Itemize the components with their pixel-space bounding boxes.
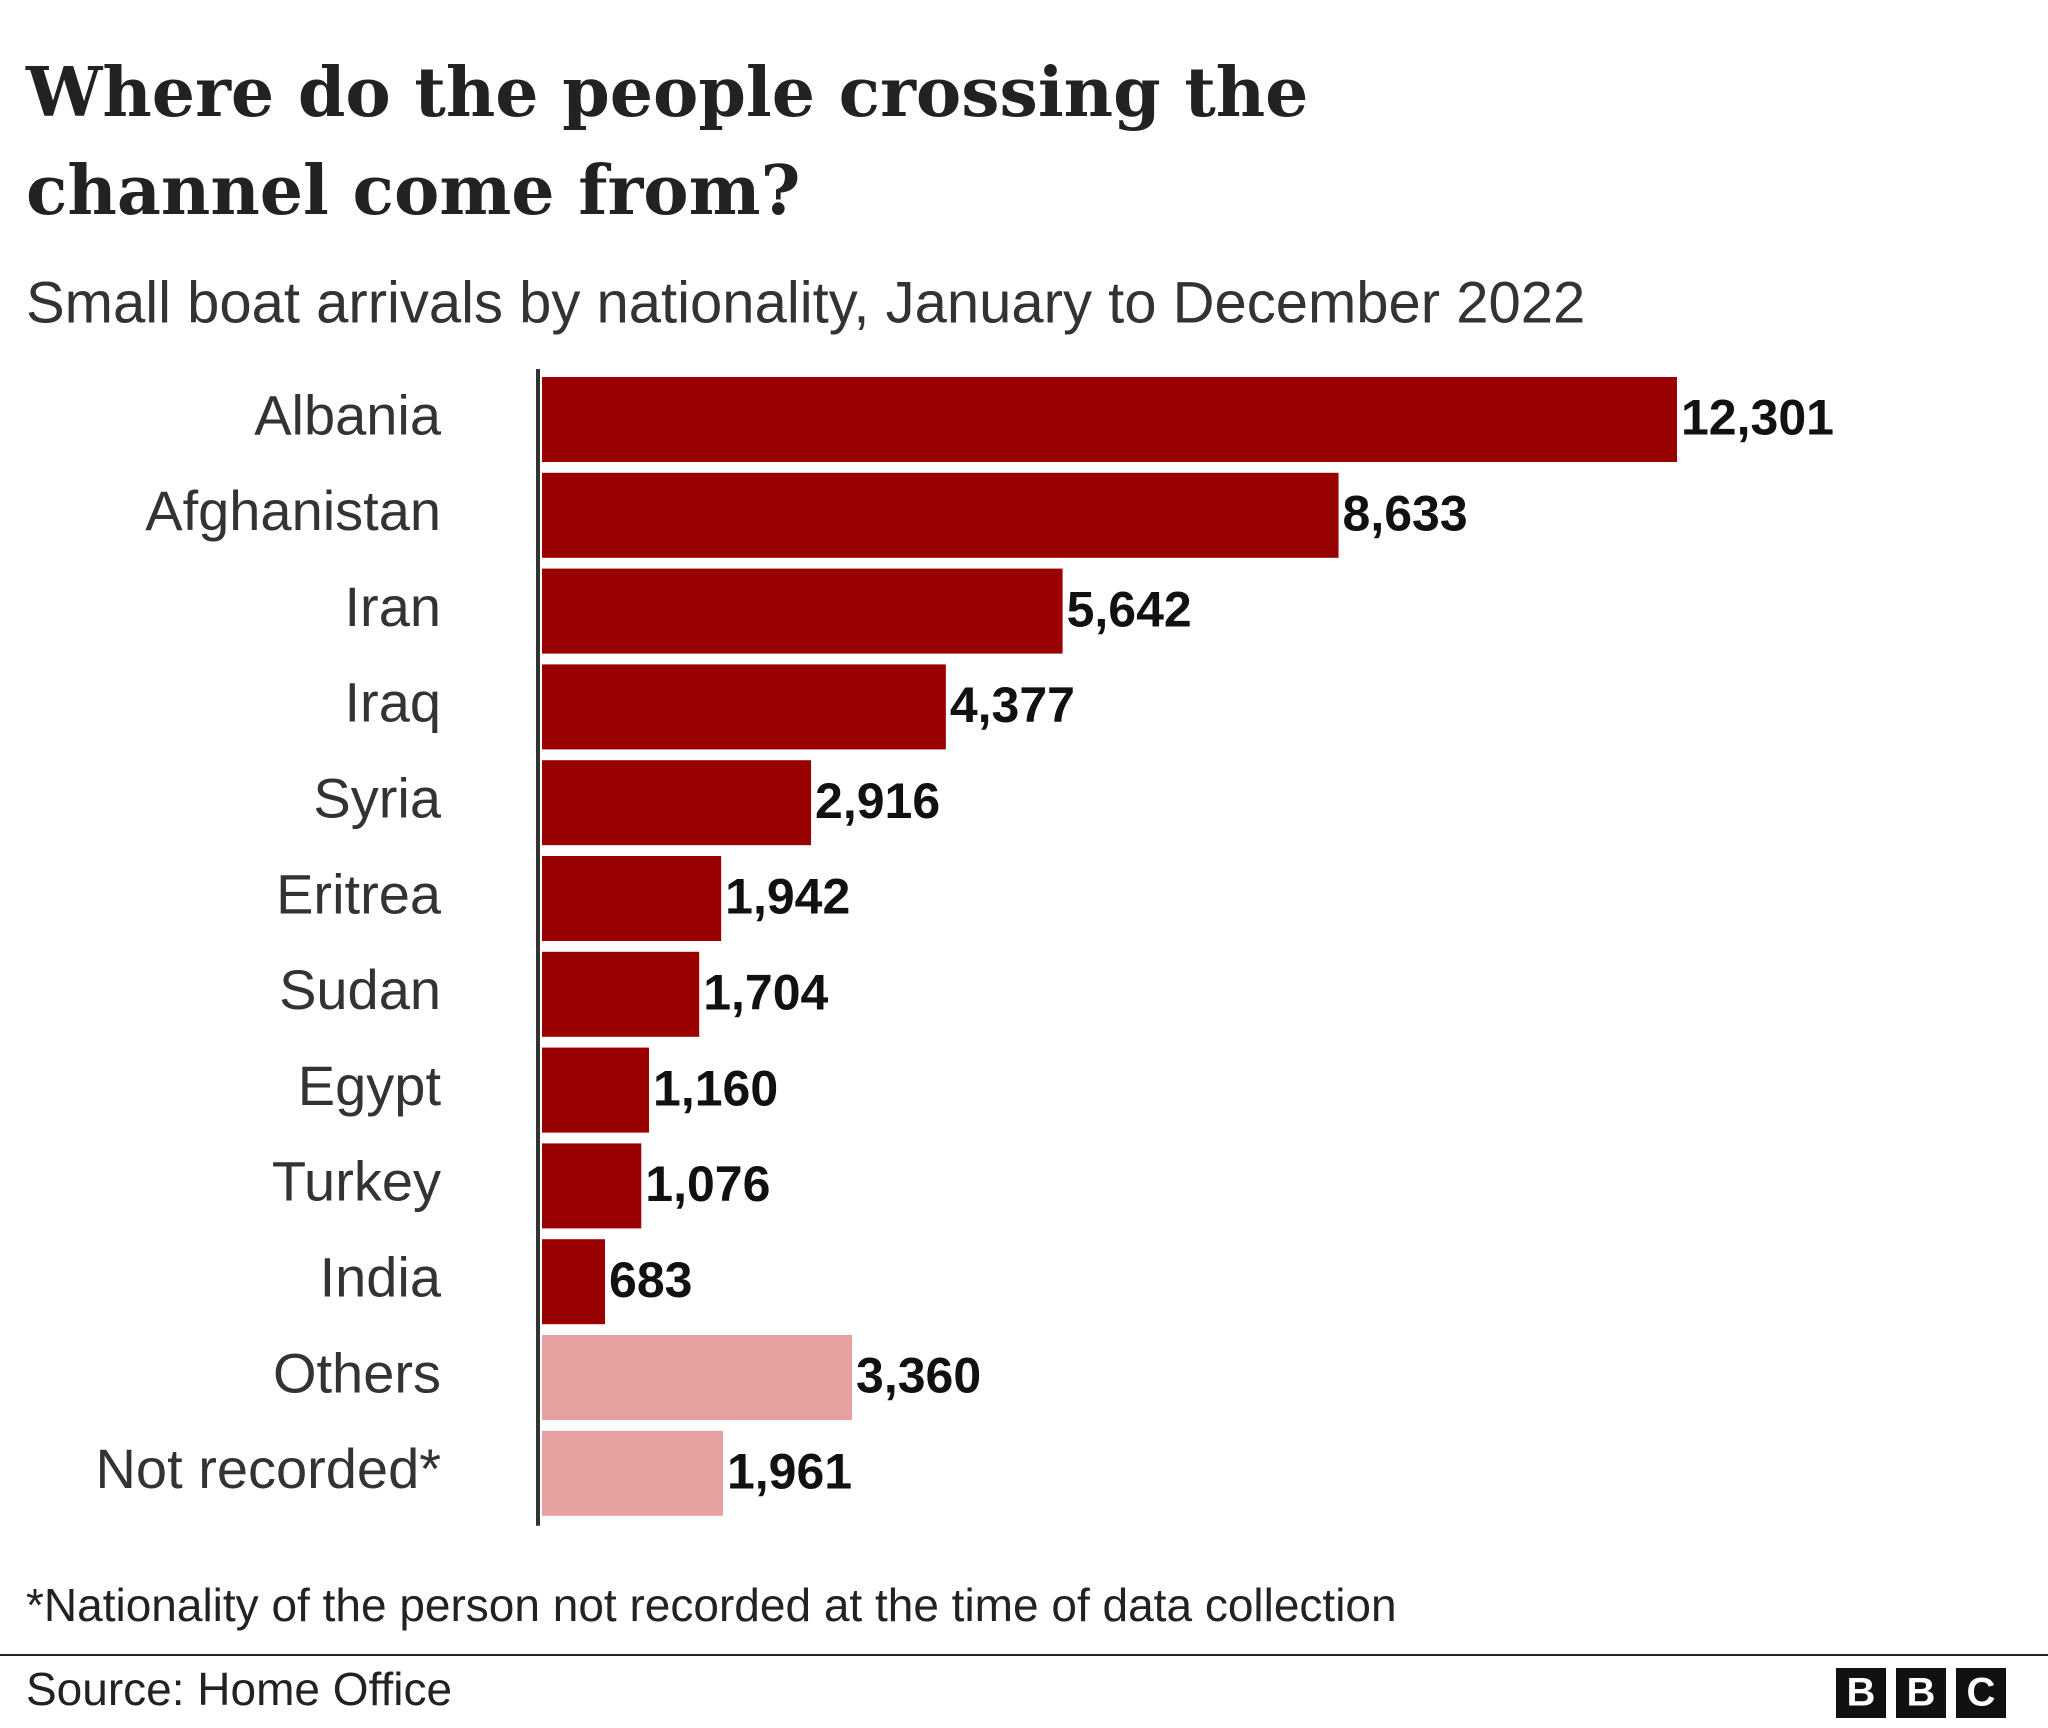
- footnote: *Nationality of the person not recorded …: [26, 1579, 1397, 1631]
- value-label: 1,961: [727, 1444, 852, 1500]
- bar: [542, 664, 946, 750]
- bar: [542, 1430, 723, 1516]
- logo-box: [1836, 1668, 1886, 1718]
- source: Source: Home Office: [26, 1663, 452, 1715]
- value-label: 3,360: [856, 1348, 981, 1404]
- value-label: 4,377: [950, 677, 1075, 733]
- category-label: Eritrea: [276, 862, 442, 925]
- bar: [542, 568, 1063, 654]
- logo-letter: B: [1847, 1671, 1876, 1715]
- bar: [542, 1143, 642, 1229]
- value-label: 1,076: [645, 1156, 770, 1212]
- logo-letter: B: [1907, 1671, 1936, 1715]
- title-line: channel come from?: [26, 151, 800, 231]
- category-label: Others: [273, 1341, 441, 1404]
- category-label: Afghanistan: [145, 479, 441, 542]
- bar: [542, 760, 812, 846]
- chart-title: Where do the people crossing the channel …: [25, 53, 1308, 231]
- value-label: 12,301: [1681, 390, 1834, 446]
- category-label: India: [320, 1245, 442, 1308]
- value-label: 683: [609, 1252, 692, 1308]
- value-label: 5,642: [1067, 581, 1192, 637]
- logo-box: [1896, 1668, 1946, 1718]
- bar: [542, 1335, 853, 1420]
- bar: [542, 472, 1339, 558]
- title-line: Where do the people crossing the: [25, 53, 1308, 133]
- category-label: Not recorded*: [95, 1437, 441, 1500]
- value-label: 1,942: [725, 869, 850, 925]
- value-label: 2,916: [815, 773, 940, 829]
- category-label: Egypt: [298, 1054, 442, 1117]
- chart-subtitle: Small boat arrivals by nationality, Janu…: [26, 270, 1585, 335]
- bar: [542, 377, 1677, 462]
- category-label: Sudan: [279, 958, 441, 1021]
- value-label: 1,704: [703, 965, 828, 1021]
- category-label: Syria: [313, 766, 441, 829]
- bar: [542, 1239, 606, 1325]
- logo-letter: C: [1967, 1671, 1996, 1715]
- category-label: Iraq: [345, 671, 442, 734]
- bar: [542, 951, 700, 1037]
- value-label: 1,160: [653, 1060, 778, 1116]
- category-label: Turkey: [272, 1150, 441, 1213]
- logo-box: [1956, 1668, 2006, 1718]
- bar: [542, 1047, 650, 1133]
- category-label: Albania: [254, 383, 442, 446]
- value-label: 8,633: [1343, 486, 1468, 542]
- category-label: Iran: [345, 575, 442, 638]
- bar: [542, 856, 722, 941]
